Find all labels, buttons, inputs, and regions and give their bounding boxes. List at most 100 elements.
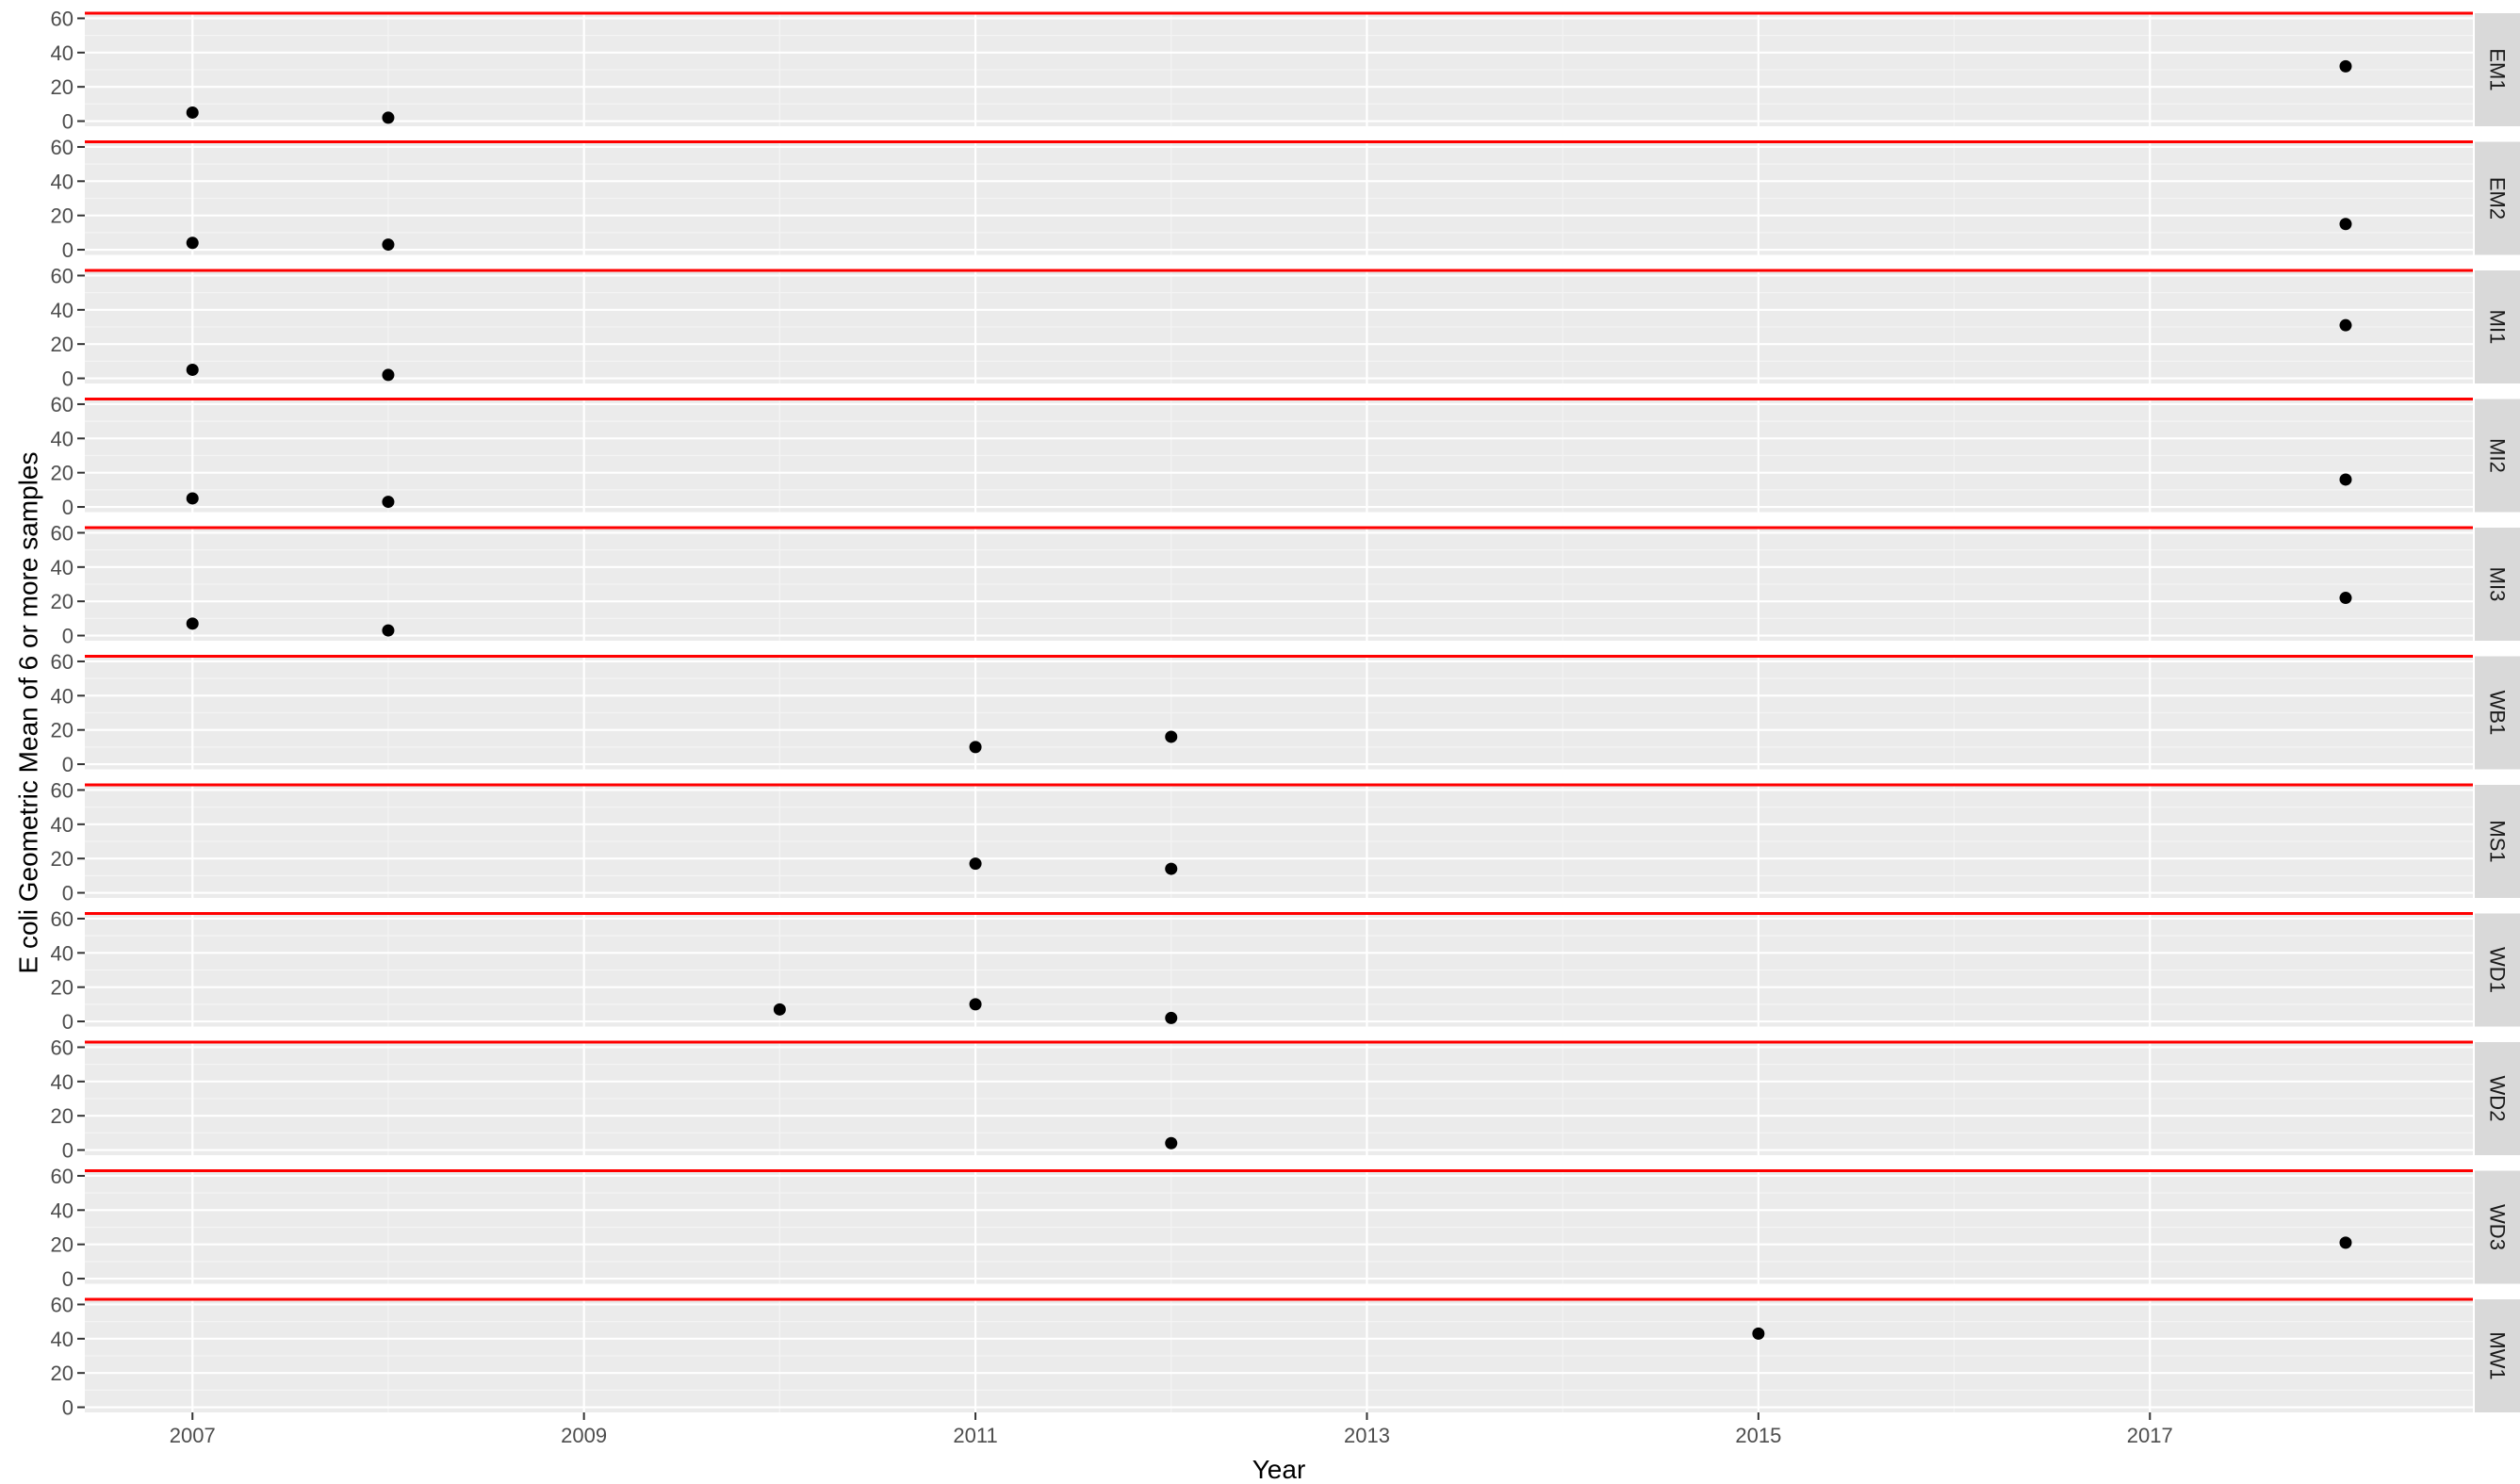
data-point — [186, 492, 199, 505]
facet-strip-label: MI2 — [2486, 438, 2510, 473]
facet-strip-label: WB1 — [2486, 691, 2510, 736]
y-tick-label: 60 — [51, 264, 74, 287]
facet-strip-label: WD3 — [2486, 1204, 2510, 1250]
facet-strip-label: MI3 — [2486, 567, 2510, 602]
y-tick-label: 60 — [51, 7, 74, 30]
facet-strip-label: WD2 — [2486, 1076, 2510, 1122]
x-tick-label: 2015 — [1735, 1424, 1781, 1447]
data-point — [773, 1003, 786, 1016]
data-point — [969, 998, 982, 1011]
facet-panel-wb1: 0 20 40 60 WB1 — [51, 650, 2520, 776]
x-tick-label: 2009 — [561, 1424, 607, 1447]
y-tick-label: 0 — [62, 882, 74, 905]
y-tick-label: 60 — [51, 521, 74, 545]
y-tick-label: 0 — [62, 367, 74, 391]
facet-panels: 0 20 40 60 EM1 0 20 40 60 EM2 0 20 40 60 MI1 0 20 40 60 MI2… — [51, 7, 2520, 1420]
y-tick-label: 20 — [51, 590, 74, 613]
facet-strip — [2475, 528, 2520, 641]
data-point — [1165, 862, 1178, 875]
y-tick-label: 0 — [62, 110, 74, 134]
data-point — [2339, 592, 2352, 605]
facet-strip-label: EM1 — [2486, 48, 2510, 90]
data-point — [1165, 730, 1178, 743]
y-tick-label: 40 — [51, 1070, 74, 1094]
facet-strip-label: MW1 — [2486, 1331, 2510, 1379]
facet-strip-label: MS1 — [2486, 820, 2510, 862]
facet-panel-mw1: 0 20 40 60 MW1 — [51, 1293, 2520, 1420]
y-tick-label: 40 — [51, 1328, 74, 1351]
y-tick-label: 20 — [51, 719, 74, 742]
y-tick-label: 60 — [51, 907, 74, 931]
y-tick-label: 20 — [51, 1362, 74, 1385]
y-tick-label: 0 — [62, 753, 74, 776]
data-point — [382, 111, 395, 124]
x-tick-label: 2007 — [170, 1424, 216, 1447]
y-tick-label: 20 — [51, 847, 74, 871]
facet-strip — [2475, 785, 2520, 898]
y-tick-label: 40 — [51, 41, 74, 65]
facet-strip — [2475, 1042, 2520, 1155]
data-point — [1752, 1327, 1765, 1340]
facet-strip — [2475, 270, 2520, 383]
y-tick-label: 60 — [51, 136, 74, 159]
facet-strip — [2475, 1170, 2520, 1284]
y-tick-label: 0 — [62, 1010, 74, 1034]
y-tick-label: 0 — [62, 1139, 74, 1163]
y-tick-label: 20 — [51, 1104, 74, 1128]
facet-panel-mi3: 0 20 40 60 MI3 — [51, 521, 2520, 648]
data-point — [186, 363, 199, 376]
facet-strip — [2475, 1299, 2520, 1412]
facet-strip-label: MI1 — [2486, 310, 2510, 345]
y-tick-label: 40 — [51, 1199, 74, 1222]
data-point — [2339, 59, 2352, 73]
data-point — [382, 368, 395, 382]
data-point — [969, 857, 982, 871]
y-tick-label: 40 — [51, 170, 74, 193]
y-tick-label: 0 — [62, 1396, 74, 1420]
facet-panel-ms1: 0 20 40 60 MS1 — [51, 778, 2520, 905]
x-tick-label: 2013 — [1344, 1424, 1390, 1447]
y-tick-label: 20 — [51, 75, 74, 99]
facet-strip — [2475, 399, 2520, 513]
y-tick-label: 60 — [51, 393, 74, 416]
y-tick-label: 60 — [51, 1293, 74, 1316]
y-tick-label: 60 — [51, 650, 74, 674]
y-tick-label: 0 — [62, 238, 74, 262]
data-point — [382, 624, 395, 637]
data-point — [382, 496, 395, 509]
y-tick-label: 0 — [62, 496, 74, 519]
data-point — [186, 236, 199, 250]
y-tick-label: 40 — [51, 299, 74, 322]
y-tick-label: 0 — [62, 625, 74, 648]
x-tick-label: 2011 — [953, 1424, 997, 1447]
facet-panel-em1: 0 20 40 60 EM1 — [51, 7, 2520, 134]
data-point — [186, 106, 199, 119]
facet-panel-wd2: 0 20 40 60 WD2 — [51, 1036, 2520, 1163]
facet-strip-label: EM2 — [2486, 177, 2510, 220]
data-point — [382, 238, 395, 252]
y-tick-label: 40 — [51, 427, 74, 450]
data-point — [186, 617, 199, 630]
data-point — [1165, 1136, 1178, 1150]
data-point — [1165, 1011, 1178, 1024]
y-tick-label: 20 — [51, 1233, 74, 1257]
facet-panel-mi2: 0 20 40 60 MI2 — [51, 393, 2520, 519]
y-axis-title: E coli Geometric Mean of 6 or more sampl… — [14, 452, 43, 974]
y-tick-label: 20 — [51, 333, 74, 356]
data-point — [2339, 473, 2352, 486]
y-tick-label: 0 — [62, 1267, 74, 1291]
facet-panel-wd1: 0 20 40 60 WD1 — [51, 907, 2520, 1034]
y-tick-label: 40 — [51, 813, 74, 837]
facet-strip — [2475, 656, 2520, 770]
y-tick-label: 20 — [51, 976, 74, 1000]
facet-strip-label: WD1 — [2486, 947, 2510, 993]
y-tick-label: 20 — [51, 462, 74, 485]
data-point — [2339, 318, 2352, 332]
y-tick-label: 40 — [51, 941, 74, 965]
facet-panel-em2: 0 20 40 60 EM2 — [51, 136, 2520, 262]
data-point — [2339, 218, 2352, 231]
x-axis-title: Year — [1252, 1455, 1306, 1484]
facet-strip — [2475, 141, 2520, 255]
facet-panel-wd3: 0 20 40 60 WD3 — [51, 1165, 2520, 1291]
